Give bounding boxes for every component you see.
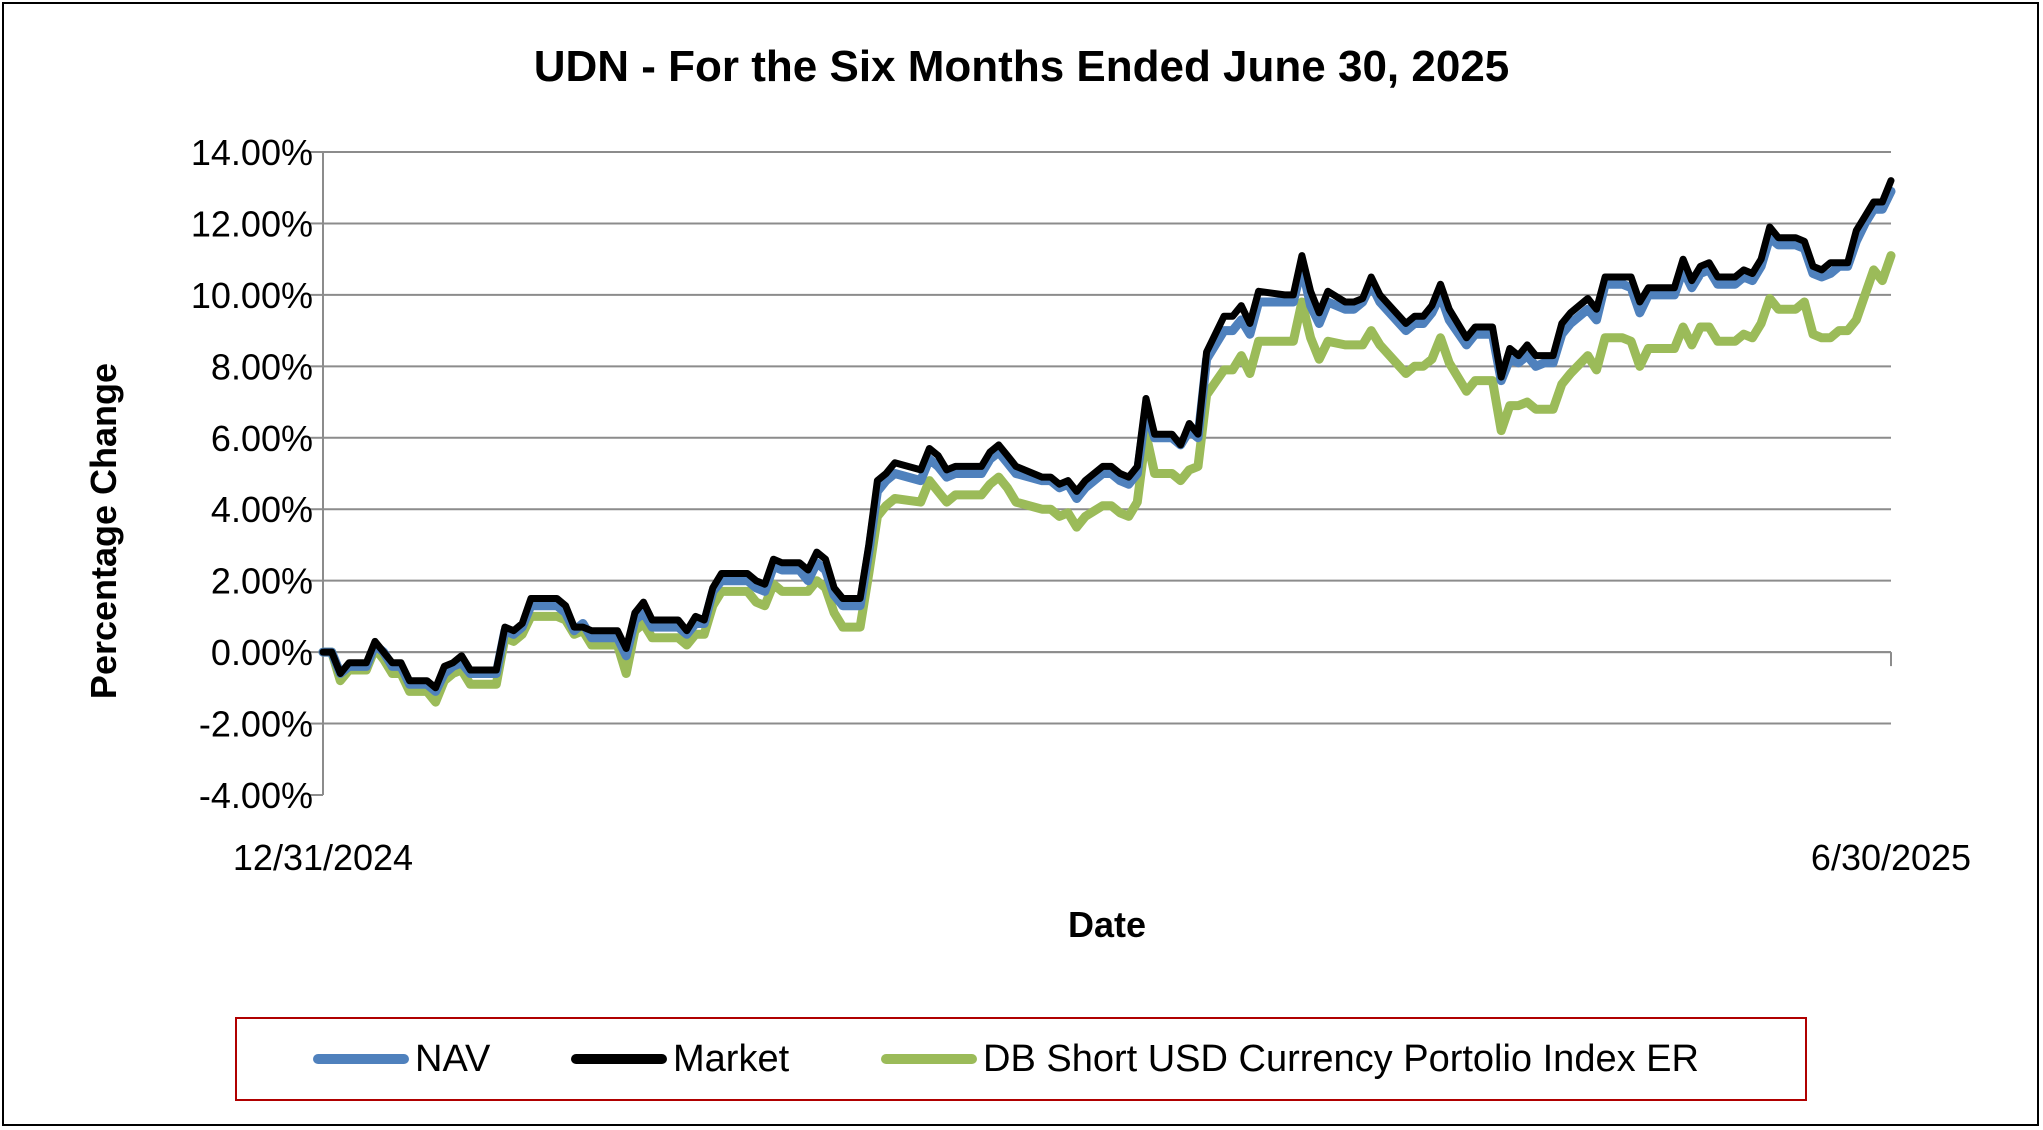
legend-swatch-market <box>571 1054 667 1064</box>
x-tick-label: 12/31/2024 <box>233 837 413 878</box>
legend-label-index: DB Short USD Currency Portolio Index ER <box>983 1037 1699 1080</box>
y-tick-label: -4.00% <box>199 775 313 816</box>
series-line-db-short-usd-currency-portolio-index-er <box>318 251 1896 707</box>
y-tick-label: 6.00% <box>211 418 313 459</box>
y-tick-label: 14.00% <box>191 132 313 173</box>
legend-label-nav: NAV <box>415 1037 491 1080</box>
series-lines <box>318 177 1896 707</box>
y-tick-labels: 14.00% 12.00% 10.00% 8.00% 6.00% 4.00% 2.00% 0.… <box>191 132 313 816</box>
y-tick-label: -2.00% <box>199 704 313 745</box>
legend-swatch-nav <box>313 1054 409 1064</box>
legend-item-nav: NAV <box>313 1035 490 1083</box>
series-line-market <box>319 177 1895 692</box>
y-tick-label: 0.00% <box>211 632 313 673</box>
legend-item-index: DB Short USD Currency Portolio Index ER <box>881 1035 1699 1083</box>
x-tick-label: 6/30/2025 <box>1811 837 1971 878</box>
y-tick-label: 12.00% <box>191 203 313 244</box>
series-line-nav <box>318 186 1896 696</box>
legend-item-market: Market <box>571 1035 789 1083</box>
y-tick-label: 4.00% <box>211 489 313 530</box>
legend: NAV Market DB Short USD Currency Portoli… <box>235 1017 1807 1101</box>
legend-label-market: Market <box>673 1037 790 1080</box>
y-tick-label: 10.00% <box>191 275 313 316</box>
axes <box>309 151 1892 796</box>
legend-swatch-index <box>881 1054 977 1064</box>
y-axis-title: Percentage Change <box>83 363 124 699</box>
chart-title: UDN - For the Six Months Ended June 30, … <box>533 42 1510 91</box>
x-axis-title: Date <box>1068 904 1146 945</box>
y-tick-label: 8.00% <box>211 346 313 387</box>
y-tick-label: 2.00% <box>211 561 313 602</box>
gridlines <box>323 151 1891 725</box>
x-tick-labels: 12/31/2024 6/30/2025 <box>233 837 1971 878</box>
